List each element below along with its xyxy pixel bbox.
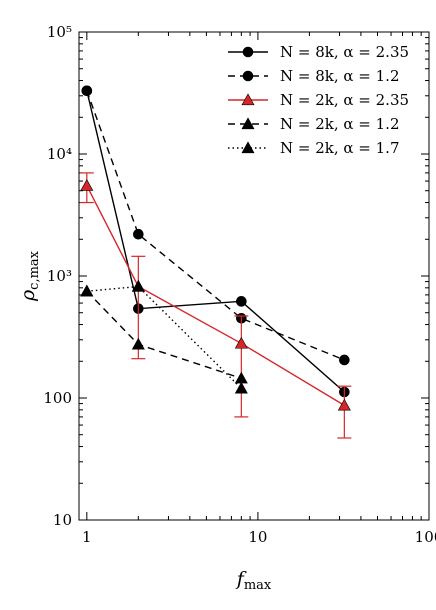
x-tick-label: 10: [248, 528, 267, 546]
data-point: [81, 85, 93, 97]
legend-marker: [242, 46, 254, 58]
legend-marker: [241, 93, 255, 106]
series-line: [86, 290, 242, 379]
x-axis-label: fmax: [235, 568, 272, 593]
legend-label: N = 2k, α = 2.35: [280, 91, 409, 109]
legend: N = 8k, α = 2.35 N = 8k, α = 1.2 N = 2k, α…: [228, 43, 409, 157]
data-point: [131, 279, 145, 292]
series-line: [86, 185, 345, 406]
data-point: [133, 228, 144, 240]
y-tick-label: 10: [53, 511, 72, 529]
series-3: [80, 284, 248, 384]
data-point: [339, 354, 350, 366]
x-axis-label-main: f: [235, 568, 247, 590]
axis-ticks: [78, 31, 429, 521]
series-line: [86, 285, 242, 389]
axis-tick-labels: 10 100 10³ 10⁴ 10⁵ 1 10 100: [43, 23, 436, 546]
legend-label: N = 2k, α = 1.2: [280, 115, 400, 133]
y-axis-label: ρc,max: [17, 250, 42, 302]
y-axis-label-main: ρ: [17, 289, 39, 302]
y-tick-label: 10⁴: [47, 145, 72, 163]
data-point: [234, 371, 248, 384]
data-point: [80, 284, 94, 297]
y-tick-label: 10³: [47, 267, 72, 285]
legend-marker: [241, 141, 255, 154]
legend-marker: [242, 70, 254, 82]
series-layer: [79, 85, 352, 439]
legend-label: N = 2k, α = 1.7: [280, 139, 400, 157]
legend-marker: [241, 117, 255, 130]
y-tick-label: 10⁵: [47, 23, 72, 41]
x-axis-label-sub: max: [244, 578, 272, 593]
legend-label: N = 8k, α = 1.2: [280, 67, 400, 85]
data-point: [131, 337, 145, 350]
data-point: [234, 381, 248, 394]
series-4: [80, 279, 248, 394]
series-line: [86, 90, 345, 393]
series-2: [79, 172, 352, 439]
data-point: [236, 296, 247, 307]
data-point: [80, 179, 94, 191]
x-tick-label: 100: [415, 528, 436, 546]
legend-label: N = 8k, α = 2.35: [280, 43, 409, 61]
data-point: [337, 398, 351, 411]
y-tick-label: 100: [43, 389, 72, 407]
series-line: [86, 90, 345, 361]
x-tick-label: 1: [82, 528, 92, 546]
data-point: [234, 336, 248, 349]
y-axis-label-sub: c,max: [27, 250, 42, 289]
series-1: [81, 85, 350, 366]
